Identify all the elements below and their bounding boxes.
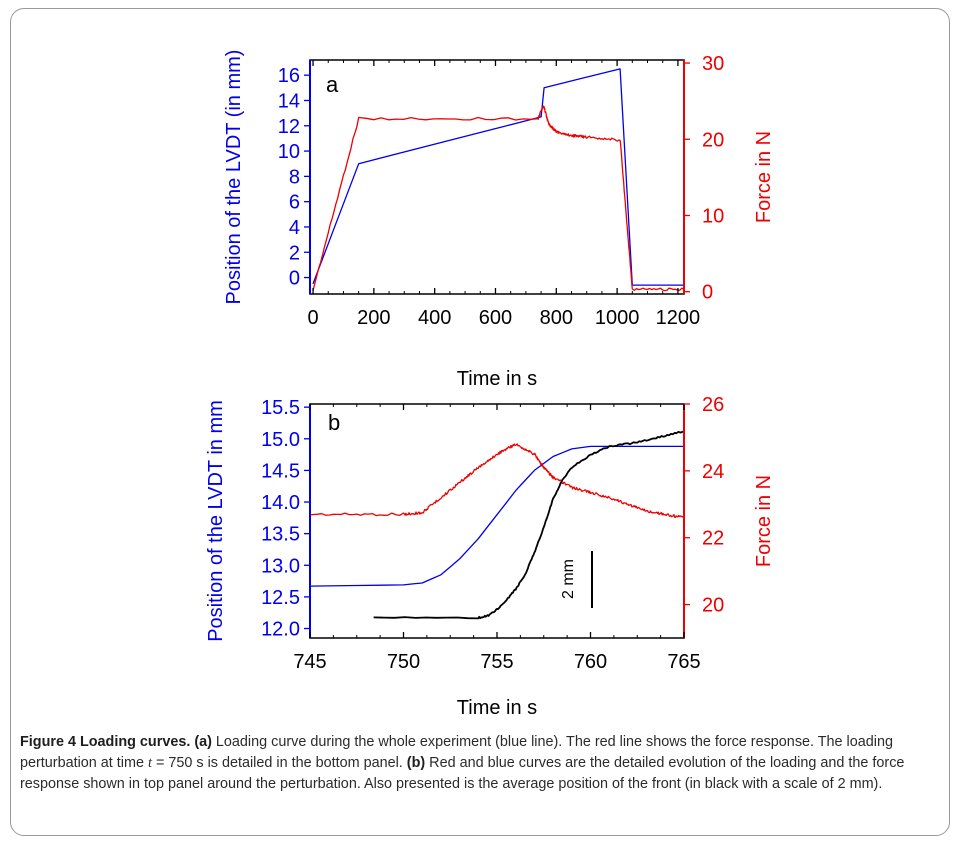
y-left-tick-label: 14.5 <box>261 460 300 482</box>
loading-curve <box>312 68 684 286</box>
y-left-tick-label: 4 <box>289 217 300 239</box>
panel-b-xlabel: Time in s <box>457 697 537 719</box>
x-tick-label: 1000 <box>595 307 640 329</box>
panel-a-series <box>312 68 685 292</box>
panel-b-series <box>309 430 685 620</box>
x-tick-label: 200 <box>357 307 390 329</box>
y-left-tick-label: 10 <box>278 141 300 163</box>
y-right-tick-label: 20 <box>702 595 724 617</box>
x-tick-label: 800 <box>540 307 573 329</box>
panel-a: 0 200 400 600 800 1000 12000246810121416010203… <box>223 50 775 390</box>
y-left-tick-label: 8 <box>289 166 300 188</box>
panel-b: 745 750 755 760 765 12.0 12.5 13.0 13.5 14.0 14.5 1… <box>205 394 775 719</box>
y-left-tick-label: 12.5 <box>261 587 300 609</box>
x-tick-label: 0 <box>307 307 318 329</box>
caption-t-var: t <box>147 755 152 771</box>
force-curve <box>309 443 685 519</box>
x-tick-label: 750 <box>387 651 420 673</box>
y-left-tick-label: 13.0 <box>261 555 300 577</box>
caption-text-a1: Loading curve during the whole experimen… <box>20 734 893 771</box>
x-tick-label: 760 <box>574 651 607 673</box>
caption-title: Figure 4 Loading curves. <box>20 734 191 750</box>
panel-a-label: a <box>326 72 339 97</box>
caption-part-a: (a) <box>194 734 212 750</box>
x-tick-label: 755 <box>480 651 513 673</box>
panel-b-ylabel-right: Force in N <box>753 475 775 567</box>
y-left-tick-label: 12 <box>278 116 300 138</box>
panel-a-ticks: 0 200 400 600 800 1000 12000246810121416010203… <box>278 53 725 329</box>
panel-b-label: b <box>328 410 340 435</box>
y-left-tick-label: 16 <box>278 65 300 87</box>
x-tick-label: 600 <box>479 307 512 329</box>
y-right-tick-label: 26 <box>702 394 724 416</box>
y-left-tick-label: 0 <box>289 268 300 290</box>
y-left-tick-label: 15.5 <box>261 397 300 419</box>
y-left-tick-label: 14 <box>278 90 300 112</box>
y-left-tick-label: 14.0 <box>261 492 300 514</box>
force-curve <box>312 105 685 292</box>
caption-text-b: Red and blue curves are the detailed evo… <box>20 755 905 792</box>
panel-b-frame <box>309 403 685 639</box>
panel-a-xlabel: Time in s <box>457 368 537 390</box>
panel-a-frame <box>309 59 685 295</box>
x-tick-label: 1200 <box>656 307 701 329</box>
panel-b-ylabel-left: Position of the LVDT in mm <box>205 400 227 642</box>
y-left-tick-label: 15.0 <box>261 429 300 451</box>
figure-caption: Figure 4 Loading curves. (a) Loading cur… <box>20 732 940 795</box>
scale-bar-label: 2 mm <box>560 559 577 599</box>
x-tick-label: 745 <box>293 651 326 673</box>
y-right-tick-label: 22 <box>702 528 724 550</box>
figure-plots: 0 200 400 600 800 1000 12000246810121416010203… <box>205 50 775 719</box>
panel-b-ticks: 745 750 755 760 765 12.0 12.5 13.0 13.5 14.0 14.5 1… <box>261 394 724 673</box>
front-position-curve <box>373 430 685 620</box>
y-left-tick-label: 13.5 <box>261 524 300 546</box>
y-right-tick-label: 30 <box>702 53 724 75</box>
y-right-tick-label: 10 <box>702 205 724 227</box>
y-right-tick-label: 0 <box>702 282 713 304</box>
caption-part-b: (b) <box>406 755 426 771</box>
loading-curve <box>309 445 684 587</box>
y-left-tick-label: 2 <box>289 242 300 264</box>
panel-a-ylabel-left: Position of the LVDT (in mm) <box>223 50 245 305</box>
caption-text-a2: = 750 s is detailed in the bottom panel. <box>151 755 407 771</box>
figure-frame <box>10 8 950 836</box>
panel-a-ylabel-right: Force in N <box>753 131 775 223</box>
x-tick-label: 765 <box>667 651 700 673</box>
y-right-tick-label: 20 <box>702 129 724 151</box>
x-tick-label: 400 <box>418 307 451 329</box>
y-left-tick-label: 6 <box>289 192 300 214</box>
y-left-tick-label: 12.0 <box>261 619 300 641</box>
y-right-tick-label: 24 <box>702 461 724 483</box>
